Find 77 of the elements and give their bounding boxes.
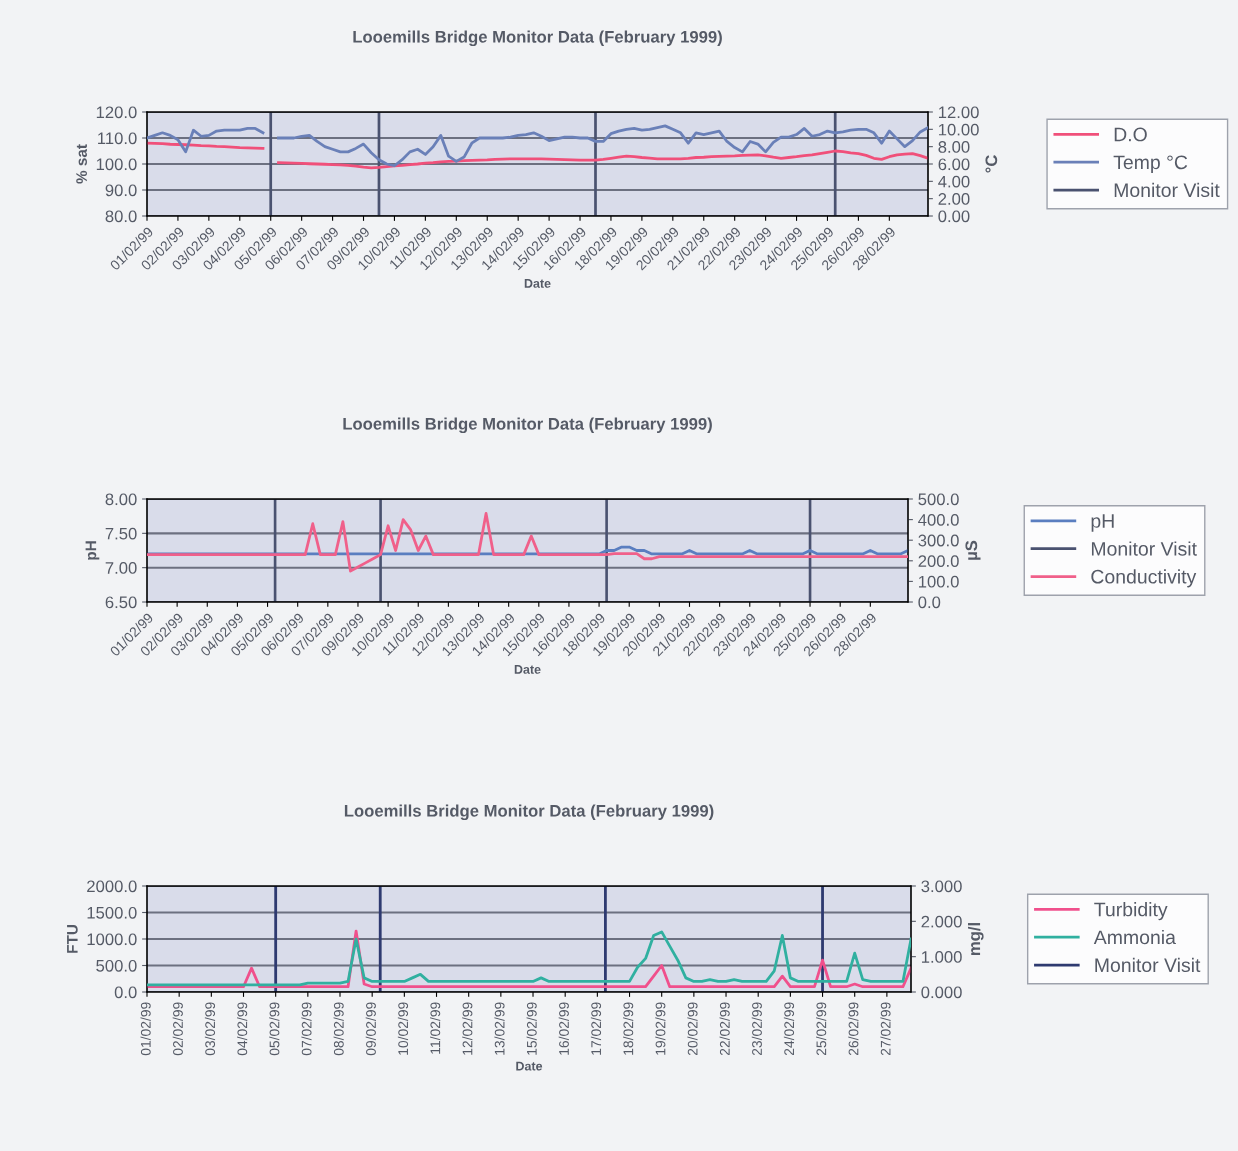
y2-tick-label: 100.0 (918, 575, 959, 588)
legend-label: Turbidity (1094, 902, 1168, 921)
y-axis-title: % sat (76, 144, 87, 184)
x-tick-label: 27/02/99 (880, 1002, 891, 1056)
y2-tick-label: 0.000 (921, 986, 962, 999)
x-tick-label: 02/02/99 (172, 1002, 183, 1056)
y2-tick-label: 12.00 (938, 106, 979, 119)
y-tick-label: 2000.0 (87, 880, 137, 893)
x-axis-title: Date (516, 1061, 543, 1071)
y-tick-label: 120.0 (96, 106, 137, 119)
y2-axis-title: °C (985, 155, 998, 173)
x-tick-label: 20/02/99 (687, 1002, 698, 1056)
legend-label: Conductivity (1091, 569, 1197, 588)
legend-label: Monitor Visit (1114, 182, 1220, 198)
y-tick-label: 100.0 (96, 158, 137, 171)
y2-tick-label: 8.00 (938, 141, 970, 153)
x-tick-label: 04/02/99 (237, 1002, 248, 1056)
x-tick-label: 13/02/99 (494, 1002, 505, 1055)
y-tick-label: 7.50 (105, 527, 137, 540)
x-tick-label: 22/02/99 (719, 1002, 730, 1056)
y2-tick-label: 0.00 (938, 210, 970, 223)
y2-tick-label: 1.000 (921, 951, 962, 963)
chart-title: Looemills Bridge Monitor Data (February 1999) (353, 30, 722, 47)
y2-tick-label: 10.00 (938, 123, 979, 136)
y2-axis-title: mg/l (967, 923, 984, 956)
y-tick-label: 1500.0 (87, 906, 137, 919)
legend-label: Monitor Visit (1091, 541, 1197, 556)
x-tick-label: 08/02/99 (333, 1002, 344, 1056)
x-tick-label: 24/02/99 (783, 1002, 795, 1056)
y2-tick-label: 2.000 (921, 915, 962, 928)
y-tick-label: 7.00 (105, 562, 137, 574)
chart-title: Looemills Bridge Monitor Data (February 1999) (344, 804, 714, 821)
x-axis-title: Date (514, 665, 541, 674)
legend-label: Ammonia (1093, 929, 1176, 945)
y2-tick-label: 300.0 (918, 534, 959, 547)
y-tick-label: 1000.0 (87, 933, 137, 946)
x-tick-label: 12/02/99 (462, 1002, 473, 1055)
y2-tick-label: 400.0 (918, 514, 959, 526)
x-tick-label: 23/02/99 (751, 1002, 762, 1056)
y-axis-title: pH (85, 541, 100, 560)
x-tick-label: 11/02/99 (430, 1002, 441, 1054)
y-tick-label: 6.50 (105, 596, 137, 609)
y-axis-title: FTU (67, 925, 78, 953)
y2-tick-label: 6.00 (938, 158, 970, 171)
x-tick-label: 26/02/99 (848, 1002, 859, 1056)
legend-label: Temp °C (1113, 155, 1188, 174)
x-tick-label: 19/02/99 (655, 1002, 666, 1055)
y2-tick-label: 500.0 (918, 493, 959, 506)
chart-title: Looemills Bridge Monitor Data (February 1999) (343, 417, 712, 434)
x-axis-title: Date (524, 279, 551, 288)
y-tick-label: 8.00 (105, 493, 137, 506)
x-tick-label: 07/02/99 (301, 1002, 312, 1056)
y-tick-label: 90.0 (105, 184, 137, 197)
x-tick-label: 25/02/99 (816, 1002, 827, 1056)
legend-label: pH (1091, 514, 1114, 532)
legend-label: D.O (1114, 127, 1147, 142)
x-tick-label: 10/02/99 (397, 1002, 409, 1055)
x-tick-label: 03/02/99 (204, 1002, 216, 1056)
line-series (147, 512, 908, 573)
y2-tick-label: 4.00 (938, 175, 970, 188)
x-tick-label: 16/02/99 (558, 1002, 569, 1055)
legend-label: Monitor Visit (1095, 957, 1201, 973)
y-tick-label: 110.0 (98, 132, 137, 145)
x-tick-label: 15/02/99 (526, 1002, 537, 1055)
x-tick-label: 05/02/99 (269, 1002, 280, 1056)
y2-axis-title: µS (965, 540, 981, 560)
y2-tick-label: 200.0 (918, 555, 959, 567)
y-tick-label: 500.0 (96, 959, 137, 972)
y2-tick-label: 2.00 (938, 193, 970, 205)
x-tick-label: 18/02/99 (623, 1002, 634, 1055)
y2-tick-label: 0.0 (918, 596, 941, 609)
x-tick-label: 17/02/99 (590, 1002, 602, 1055)
x-tick-label: 09/02/99 (365, 1002, 376, 1056)
y2-tick-label: 3.000 (921, 880, 962, 893)
y-tick-label: 80.0 (105, 210, 137, 223)
x-tick-label: 01/02/99 (140, 1002, 151, 1056)
y-tick-label: 0.0 (114, 986, 137, 999)
